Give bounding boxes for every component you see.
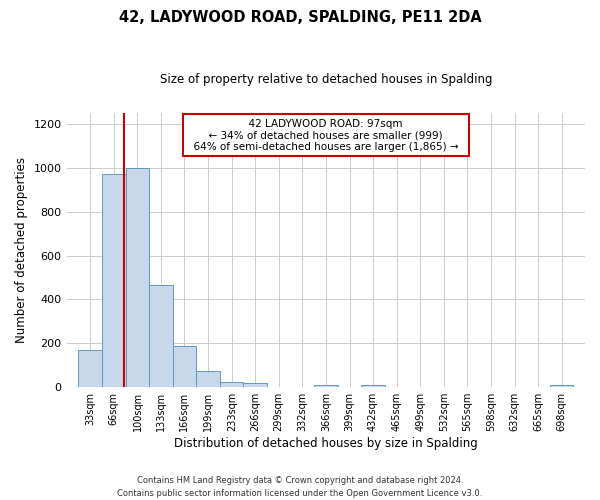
Bar bbox=[244, 384, 267, 387]
Text: 42, LADYWOOD ROAD, SPALDING, PE11 2DA: 42, LADYWOOD ROAD, SPALDING, PE11 2DA bbox=[119, 10, 481, 25]
Bar bbox=[314, 384, 338, 387]
Bar bbox=[126, 168, 149, 387]
X-axis label: Distribution of detached houses by size in Spalding: Distribution of detached houses by size … bbox=[174, 437, 478, 450]
Bar bbox=[220, 382, 244, 387]
Bar bbox=[550, 385, 573, 387]
Bar bbox=[196, 371, 220, 387]
Text: 42 LADYWOOD ROAD: 97sqm  
  ← 34% of detached houses are smaller (999)  
  64% o: 42 LADYWOOD ROAD: 97sqm ← 34% of detache… bbox=[187, 118, 465, 152]
Bar bbox=[78, 350, 101, 387]
Bar bbox=[173, 346, 196, 387]
Title: Size of property relative to detached houses in Spalding: Size of property relative to detached ho… bbox=[160, 72, 492, 86]
Bar bbox=[361, 385, 385, 387]
Y-axis label: Number of detached properties: Number of detached properties bbox=[15, 157, 28, 343]
Text: Contains HM Land Registry data © Crown copyright and database right 2024.
Contai: Contains HM Land Registry data © Crown c… bbox=[118, 476, 482, 498]
Bar bbox=[149, 285, 173, 387]
Bar bbox=[101, 174, 126, 387]
